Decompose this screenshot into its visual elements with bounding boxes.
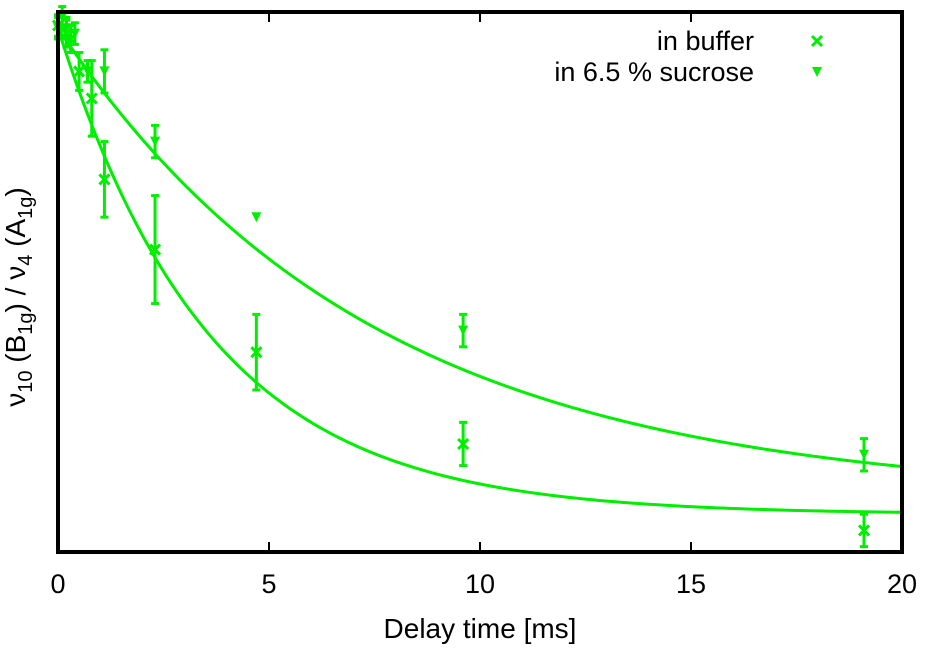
data-point-buffer-4-stroke-b bbox=[85, 92, 98, 105]
data-point-buffer-5-stroke-b bbox=[98, 173, 111, 186]
data-point-sucrose-5 bbox=[99, 66, 110, 77]
legend-marker-buffer bbox=[810, 34, 824, 48]
data-point-buffer-4 bbox=[85, 92, 98, 105]
x-axis-title: Delay time [ms] bbox=[384, 613, 577, 644]
x-tick-label-0: 0 bbox=[50, 569, 65, 599]
legend-label-buffer: in buffer bbox=[657, 26, 754, 56]
y-axis-title-part: ) bbox=[0, 187, 31, 196]
data-point-buffer-9 bbox=[857, 524, 871, 537]
data-point-sucrose-3 bbox=[69, 28, 80, 39]
data-point-sucrose-6 bbox=[150, 136, 161, 147]
plot-layer bbox=[51, 5, 903, 549]
fit-curve-sucrose bbox=[56, 27, 903, 469]
data-point-sucrose-7 bbox=[251, 212, 262, 223]
x-tick-label-5: 5 bbox=[261, 569, 276, 599]
legend-marker-sucrose bbox=[812, 67, 822, 77]
y-axis-title-part: (A bbox=[0, 219, 31, 255]
data-point-buffer-6 bbox=[148, 243, 162, 256]
data-point-sucrose-2 bbox=[61, 23, 72, 34]
y-axis-title: ν10 (B1g) / ν4 (A1g) bbox=[0, 187, 37, 406]
data-point-sucrose-8 bbox=[458, 325, 469, 336]
x-tick-label-20: 20 bbox=[887, 569, 917, 599]
y-axis-title-subscript: 1g bbox=[15, 197, 37, 219]
data-point-sucrose-9 bbox=[859, 449, 870, 460]
data-point-buffer-3-stroke-b bbox=[73, 65, 86, 78]
data-point-buffer-9-stroke-b bbox=[857, 524, 871, 537]
y-axis-title-part: ) / ν bbox=[0, 266, 31, 313]
data-point-buffer-3 bbox=[73, 65, 86, 78]
legend-label-sucrose: in 6.5 % sucrose bbox=[554, 57, 754, 87]
data-point-buffer-8 bbox=[457, 437, 470, 451]
y-axis-title-subscript: 1g bbox=[15, 312, 37, 334]
legend-marker-buffer-stroke-b bbox=[810, 34, 824, 48]
data-point-buffer-5 bbox=[98, 173, 111, 186]
y-axis-title-subscript: 10 bbox=[15, 370, 37, 392]
fit-curve-buffer bbox=[56, 27, 903, 514]
y-axis-title-part: ν bbox=[0, 393, 31, 407]
x-tick-label-15: 15 bbox=[676, 569, 706, 599]
data-point-sucrose-4 bbox=[82, 66, 93, 77]
data-point-buffer-7-stroke-b bbox=[250, 346, 263, 359]
data-point-buffer-8-stroke-b bbox=[457, 437, 470, 451]
data-point-buffer-7 bbox=[250, 346, 263, 359]
y-axis-title-subscript: 4 bbox=[15, 255, 37, 266]
axis-layer: 0 5 10 15 20 bbox=[50, 10, 917, 599]
y-axis-title-part: (B bbox=[0, 335, 31, 371]
data-point-buffer-6-stroke-b bbox=[148, 243, 162, 256]
x-tick-label-10: 10 bbox=[465, 569, 495, 599]
